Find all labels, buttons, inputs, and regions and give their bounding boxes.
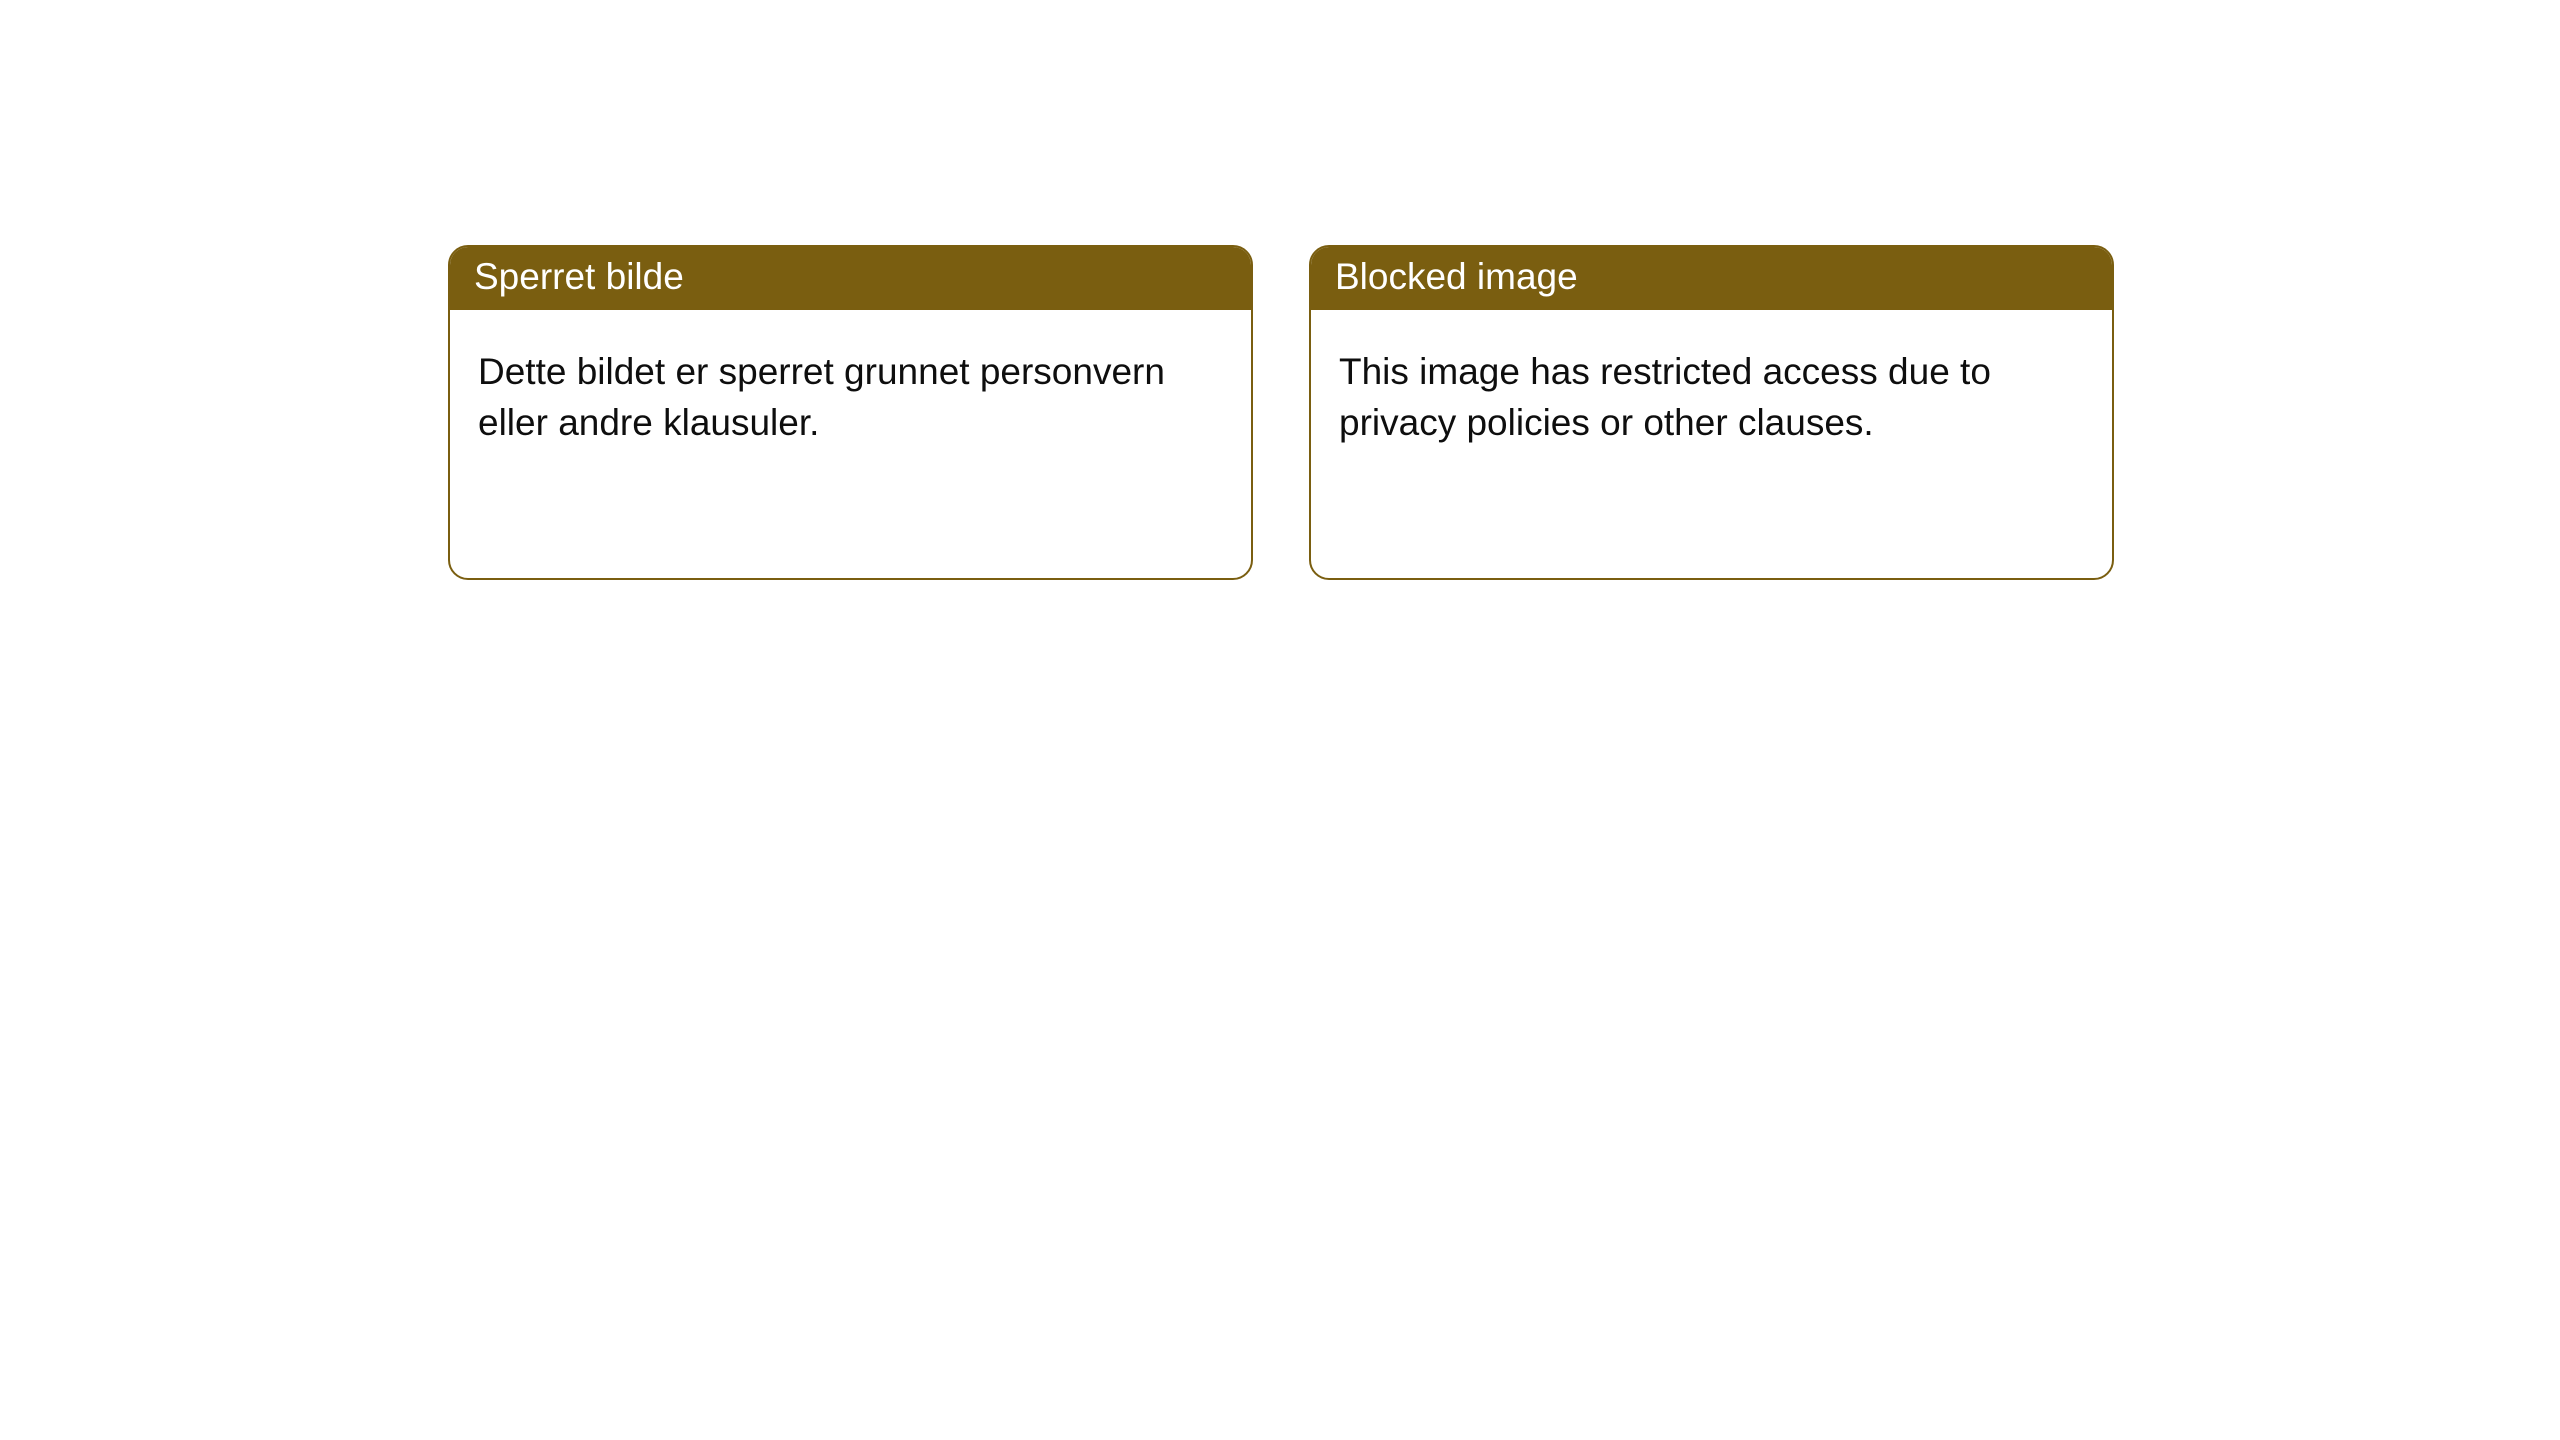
notice-card-body: This image has restricted access due to … (1311, 310, 2112, 468)
notice-card-en: Blocked image This image has restricted … (1309, 245, 2114, 580)
notice-container: Sperret bilde Dette bildet er sperret gr… (0, 0, 2560, 580)
notice-card-no: Sperret bilde Dette bildet er sperret gr… (448, 245, 1253, 580)
notice-card-title: Sperret bilde (450, 247, 1251, 310)
notice-card-title: Blocked image (1311, 247, 2112, 310)
notice-card-body: Dette bildet er sperret grunnet personve… (450, 310, 1251, 468)
